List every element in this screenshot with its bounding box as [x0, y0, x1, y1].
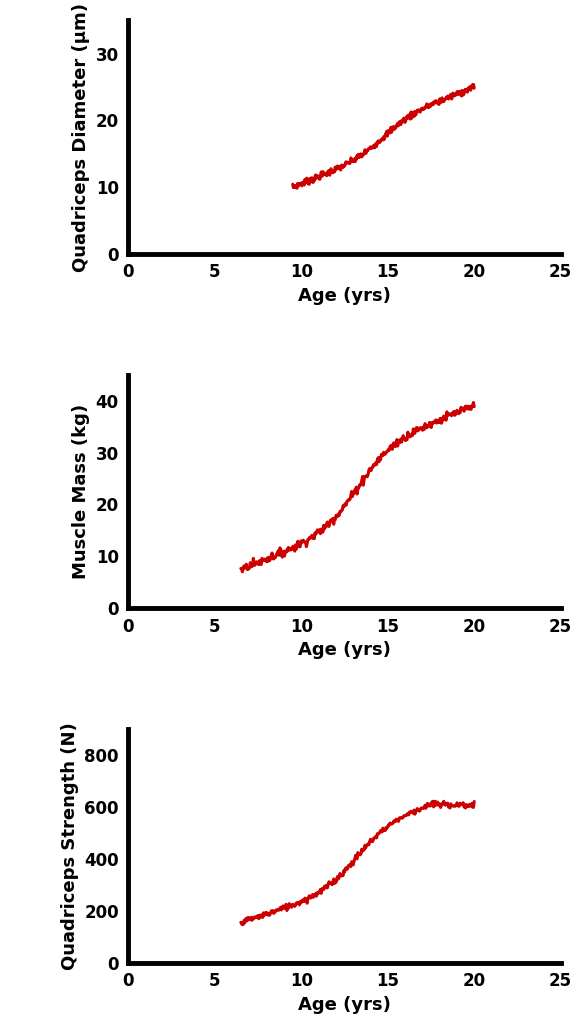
Y-axis label: Quadriceps Diameter (μm): Quadriceps Diameter (μm) [72, 3, 90, 271]
X-axis label: Age (yrs): Age (yrs) [298, 995, 391, 1014]
Y-axis label: Quadriceps Strength (N): Quadriceps Strength (N) [61, 722, 79, 970]
X-axis label: Age (yrs): Age (yrs) [298, 287, 391, 305]
X-axis label: Age (yrs): Age (yrs) [298, 641, 391, 659]
Y-axis label: Muscle Mass (kg): Muscle Mass (kg) [72, 403, 90, 580]
